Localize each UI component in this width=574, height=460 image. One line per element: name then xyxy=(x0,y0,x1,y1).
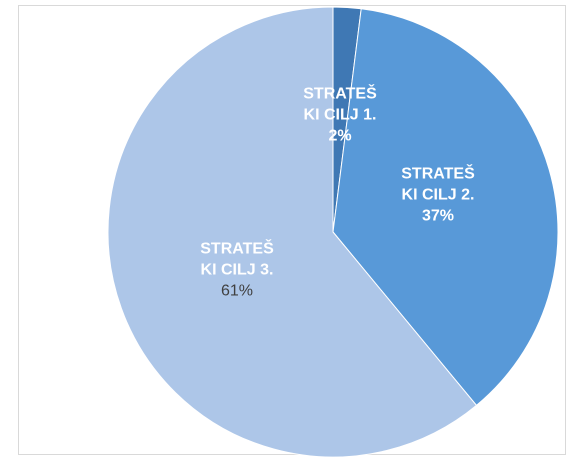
value-label: 37% xyxy=(421,207,455,225)
value-label: 2% xyxy=(328,127,352,145)
slice-label: STRATEŠKI CILJ 1. 2% xyxy=(299,84,381,147)
category-label: STRATEŠKI CILJ 2. xyxy=(401,165,475,204)
value-label: 61% xyxy=(220,282,254,300)
category-label: STRATEŠKI CILJ 1. xyxy=(303,85,377,124)
pie-slice xyxy=(107,6,478,458)
pie-slice xyxy=(332,8,559,407)
category-label: STRATEŠKI CILJ 3. xyxy=(200,240,274,279)
slice-label: STRATEŠKI CILJ 2. 37% xyxy=(397,164,479,227)
slice-label: STRATEŠKI CILJ 3. 61% xyxy=(196,239,278,302)
